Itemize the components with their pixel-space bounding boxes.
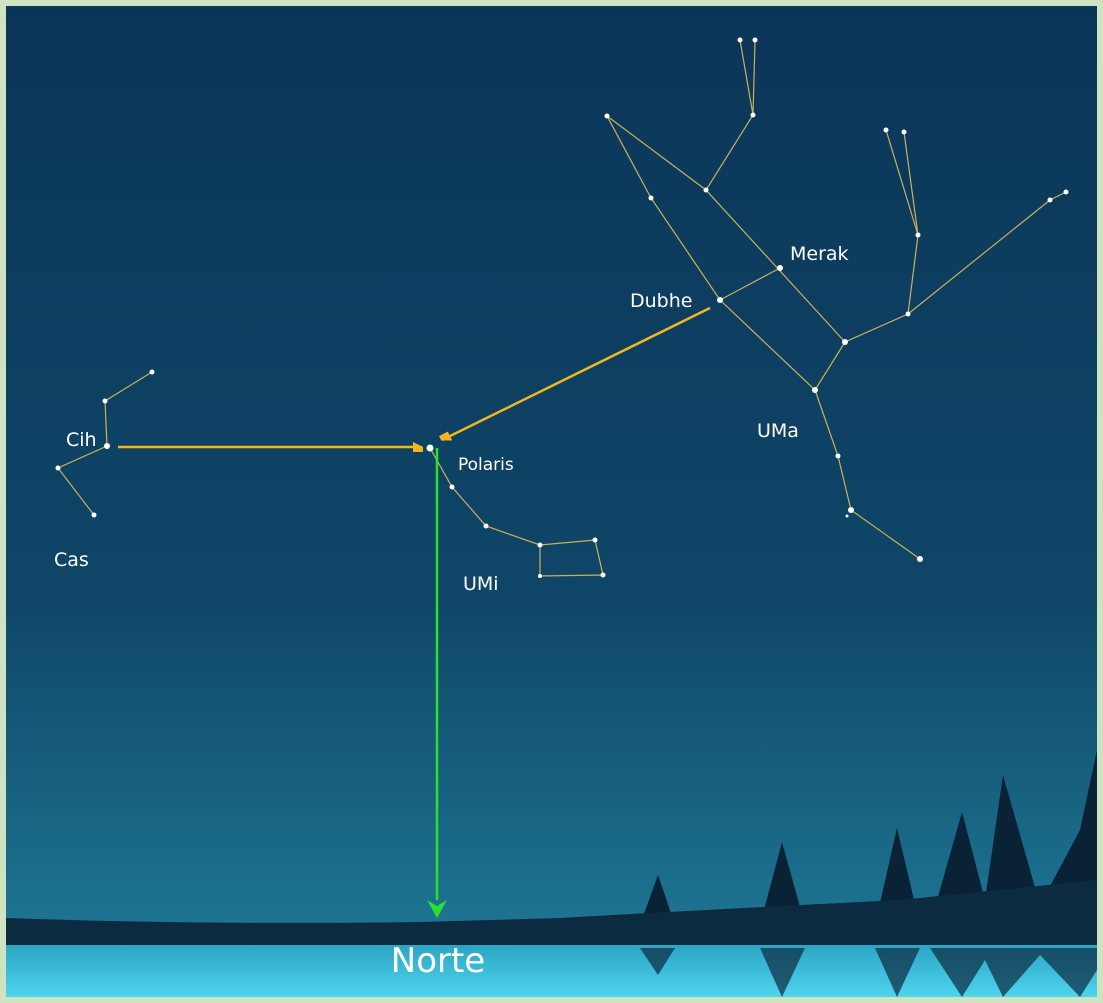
star-label: Merak: [790, 243, 849, 265]
star-label: Cih: [66, 429, 97, 451]
star-label: Dubhe: [630, 290, 692, 312]
constellation-label: UMi: [463, 573, 499, 595]
constellation-label: UMa: [757, 420, 799, 442]
star-label: Polaris: [458, 455, 514, 475]
sky: [6, 6, 1097, 997]
direction-label: Norte: [391, 941, 485, 981]
star-map: Merak Dubhe Cih Polaris UMa Cas UMi Nort…: [0, 0, 1103, 1003]
constellation-label: Cas: [54, 549, 89, 571]
